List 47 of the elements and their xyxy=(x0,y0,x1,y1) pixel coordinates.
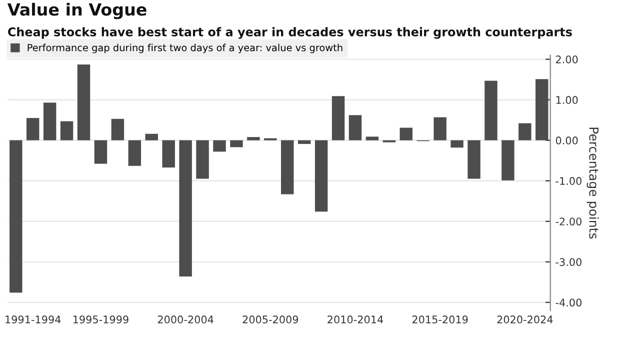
x-tick-label: 2005-2009 xyxy=(242,316,298,324)
bar xyxy=(162,140,175,168)
chart-subtitle: Cheap stocks have best start of a year in decades versus their growth counterparts xyxy=(8,27,572,39)
bar xyxy=(450,140,464,148)
x-tick-label: 1995-1999 xyxy=(73,316,128,324)
bar xyxy=(94,140,108,164)
bar xyxy=(26,118,40,140)
bar xyxy=(60,121,74,140)
bar xyxy=(434,117,446,140)
bar xyxy=(536,79,548,140)
y-tick-label: 1.00 xyxy=(556,96,578,104)
bar xyxy=(281,140,294,194)
bar xyxy=(366,136,379,140)
bar xyxy=(332,96,345,140)
bar xyxy=(502,140,514,180)
legend-label: Performance gap during first two days of a year: value vs growth xyxy=(28,44,342,54)
bar xyxy=(230,140,243,148)
bar xyxy=(196,140,209,179)
x-tick-label: 2015-2019 xyxy=(412,316,468,324)
bar xyxy=(145,134,158,140)
y-tick-label: -2.00 xyxy=(556,218,582,226)
bar xyxy=(43,102,56,140)
bar xyxy=(468,140,480,179)
bar xyxy=(518,123,532,140)
y-tick-label: 2.00 xyxy=(556,55,578,64)
y-tick-label: -1.00 xyxy=(556,177,582,185)
bar xyxy=(298,140,311,144)
bar xyxy=(179,140,192,276)
x-tick-label: 2000-2004 xyxy=(158,316,214,324)
bar xyxy=(400,128,413,140)
y-tick-label: 0.00 xyxy=(556,136,578,144)
bar xyxy=(77,64,90,140)
bar xyxy=(484,80,498,140)
x-tick-label: 2020-2024 xyxy=(497,316,553,324)
x-tick-label: 1991-1994 xyxy=(6,316,61,324)
bar xyxy=(10,140,22,293)
chart-title: Value in Vogue xyxy=(7,2,146,20)
bar xyxy=(247,137,260,140)
y-tick-label: -3.00 xyxy=(556,258,582,266)
bar xyxy=(213,140,226,152)
bar xyxy=(111,118,124,140)
y-tick-label: -4.00 xyxy=(556,298,582,306)
bar xyxy=(348,115,362,140)
bar xyxy=(128,140,142,166)
bar xyxy=(314,140,328,212)
x-tick-label: 2010-2014 xyxy=(328,316,384,324)
y-axis-title: Percentage points xyxy=(586,128,599,239)
